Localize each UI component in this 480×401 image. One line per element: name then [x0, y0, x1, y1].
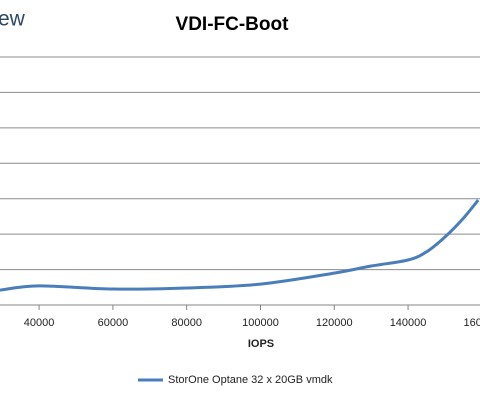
- x-tick-label: 160000: [463, 317, 480, 329]
- x-tick-label: 140000: [390, 317, 427, 329]
- x-tick-label: 40000: [24, 317, 55, 329]
- x-tick-label: 100000: [242, 317, 279, 329]
- x-axis-label: IOPS: [248, 338, 274, 350]
- x-tick-label: 60000: [98, 317, 129, 329]
- legend-label: StorOne Optane 32 x 20GB vmdk: [168, 374, 333, 386]
- x-tick-label: 80000: [171, 317, 202, 329]
- logo-text: ew: [0, 8, 26, 31]
- series-line: [0, 199, 480, 292]
- x-tick-label: 120000: [316, 317, 353, 329]
- chart-title: VDI-FC-Boot: [176, 14, 290, 35]
